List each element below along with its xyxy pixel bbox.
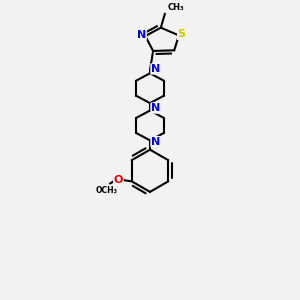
- Text: CH₃: CH₃: [167, 3, 184, 12]
- Text: N: N: [151, 64, 160, 74]
- Text: S: S: [178, 29, 186, 40]
- Text: O: O: [114, 175, 123, 185]
- Text: N: N: [137, 30, 146, 40]
- Text: N: N: [151, 103, 160, 113]
- Text: N: N: [151, 136, 160, 147]
- Text: OCH₃: OCH₃: [95, 186, 117, 195]
